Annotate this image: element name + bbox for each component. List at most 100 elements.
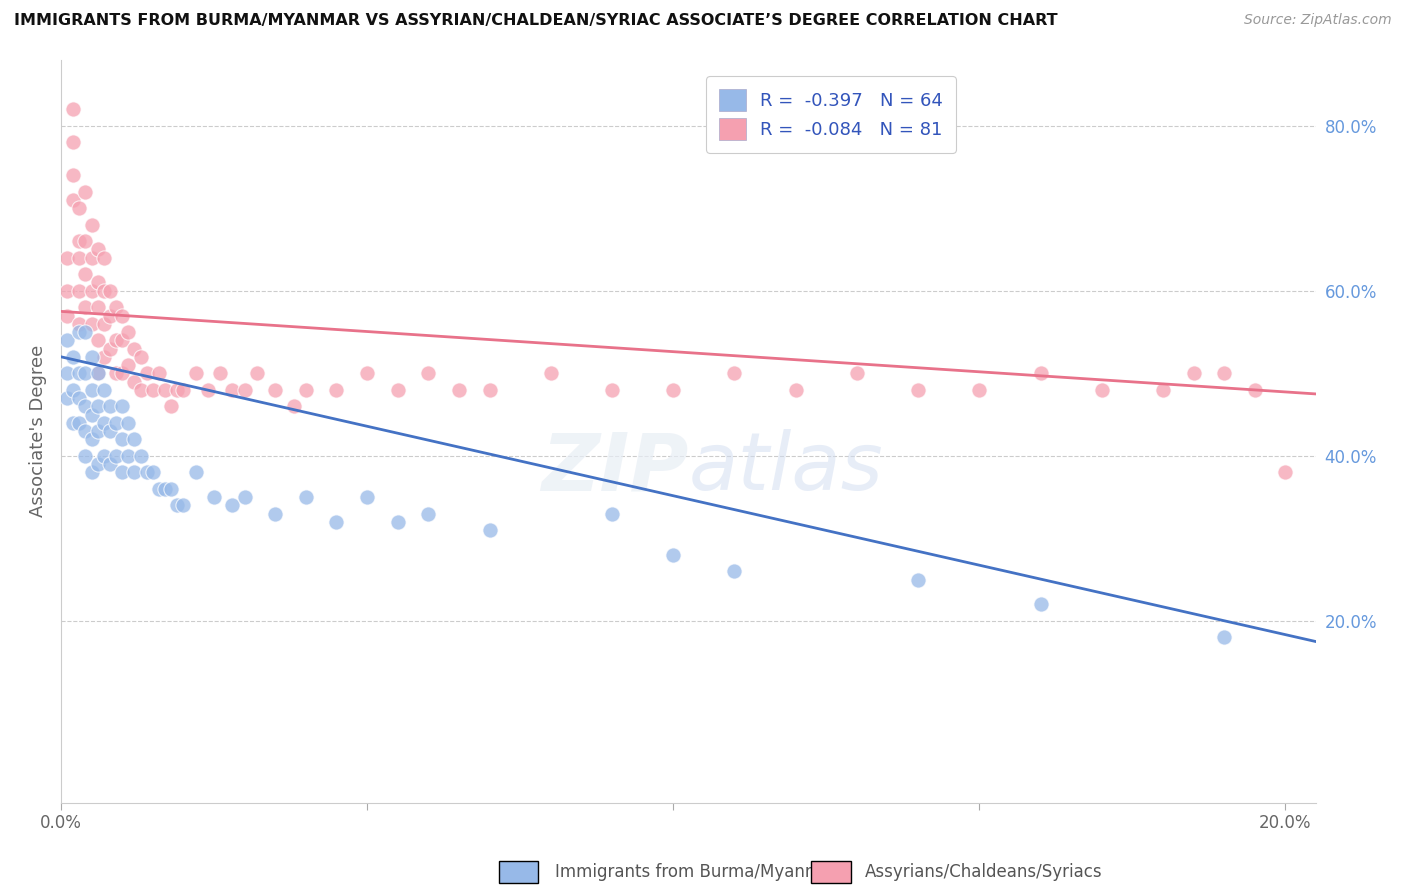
Point — [447, 383, 470, 397]
Point — [111, 309, 134, 323]
Point — [105, 367, 128, 381]
Point — [86, 367, 108, 381]
Point — [295, 490, 318, 504]
Point — [202, 490, 225, 504]
Point — [478, 383, 501, 397]
Point — [62, 416, 84, 430]
Point — [93, 350, 115, 364]
Point — [67, 234, 90, 248]
Point — [124, 466, 146, 480]
Text: Source: ZipAtlas.com: Source: ZipAtlas.com — [1244, 13, 1392, 28]
Point — [124, 433, 146, 447]
Point — [93, 416, 115, 430]
Point — [295, 383, 318, 397]
Point — [148, 482, 170, 496]
Point — [153, 383, 176, 397]
Point — [62, 102, 84, 116]
Point — [80, 251, 103, 265]
Point — [1091, 383, 1114, 397]
Point — [264, 383, 287, 397]
Point — [75, 400, 97, 414]
Point — [67, 201, 90, 215]
Point — [148, 367, 170, 381]
Point — [86, 276, 108, 290]
Point — [845, 367, 868, 381]
Point — [75, 267, 97, 281]
Point — [67, 391, 90, 405]
Point — [105, 333, 128, 347]
Point — [80, 350, 103, 364]
Point — [356, 367, 378, 381]
Point — [67, 325, 90, 339]
Point — [325, 383, 347, 397]
Point — [356, 490, 378, 504]
Point — [56, 333, 79, 347]
Point — [478, 523, 501, 537]
Point — [117, 449, 139, 463]
Point — [86, 367, 108, 381]
Point — [80, 383, 103, 397]
Point — [117, 358, 139, 372]
Y-axis label: Associate's Degree: Associate's Degree — [30, 345, 46, 517]
Point — [197, 383, 219, 397]
Point — [62, 383, 84, 397]
Point — [67, 317, 90, 331]
Point — [80, 408, 103, 422]
Text: Immigrants from Burma/Myanmar: Immigrants from Burma/Myanmar — [555, 863, 838, 881]
Point — [1182, 367, 1205, 381]
Point — [67, 284, 90, 298]
Point — [67, 416, 90, 430]
Point — [117, 416, 139, 430]
Point — [80, 433, 103, 447]
Point — [166, 499, 188, 513]
Point — [75, 367, 97, 381]
Point — [1213, 367, 1236, 381]
Point — [600, 507, 623, 521]
Point — [111, 367, 134, 381]
Point — [98, 309, 121, 323]
Point — [93, 449, 115, 463]
Point — [124, 375, 146, 389]
Point — [67, 251, 90, 265]
Point — [86, 300, 108, 314]
Point — [1029, 367, 1052, 381]
Point — [111, 333, 134, 347]
Text: Assyrians/Chaldeans/Syriacs: Assyrians/Chaldeans/Syriacs — [865, 863, 1102, 881]
Point — [785, 383, 807, 397]
Point — [387, 515, 409, 529]
Point — [387, 383, 409, 397]
Point — [93, 251, 115, 265]
Point — [93, 317, 115, 331]
Point — [1244, 383, 1267, 397]
Point — [98, 400, 121, 414]
Point — [86, 400, 108, 414]
Point — [172, 499, 194, 513]
Point — [129, 383, 152, 397]
Point — [75, 300, 97, 314]
Point — [75, 424, 97, 438]
Point — [184, 367, 207, 381]
Point — [153, 482, 176, 496]
Point — [93, 383, 115, 397]
Point — [98, 424, 121, 438]
Point — [93, 284, 115, 298]
Point — [1213, 631, 1236, 645]
Point — [283, 400, 305, 414]
Point — [80, 317, 103, 331]
Point — [166, 383, 188, 397]
Point — [233, 383, 256, 397]
Point — [723, 565, 745, 579]
Point — [117, 325, 139, 339]
Point — [325, 515, 347, 529]
Point — [907, 383, 929, 397]
Point — [67, 367, 90, 381]
Point — [907, 573, 929, 587]
Point — [124, 342, 146, 356]
Point — [160, 400, 183, 414]
Point — [135, 466, 157, 480]
Point — [56, 251, 79, 265]
Point — [98, 457, 121, 471]
Point — [662, 548, 685, 562]
Point — [62, 135, 84, 149]
Point — [540, 367, 562, 381]
